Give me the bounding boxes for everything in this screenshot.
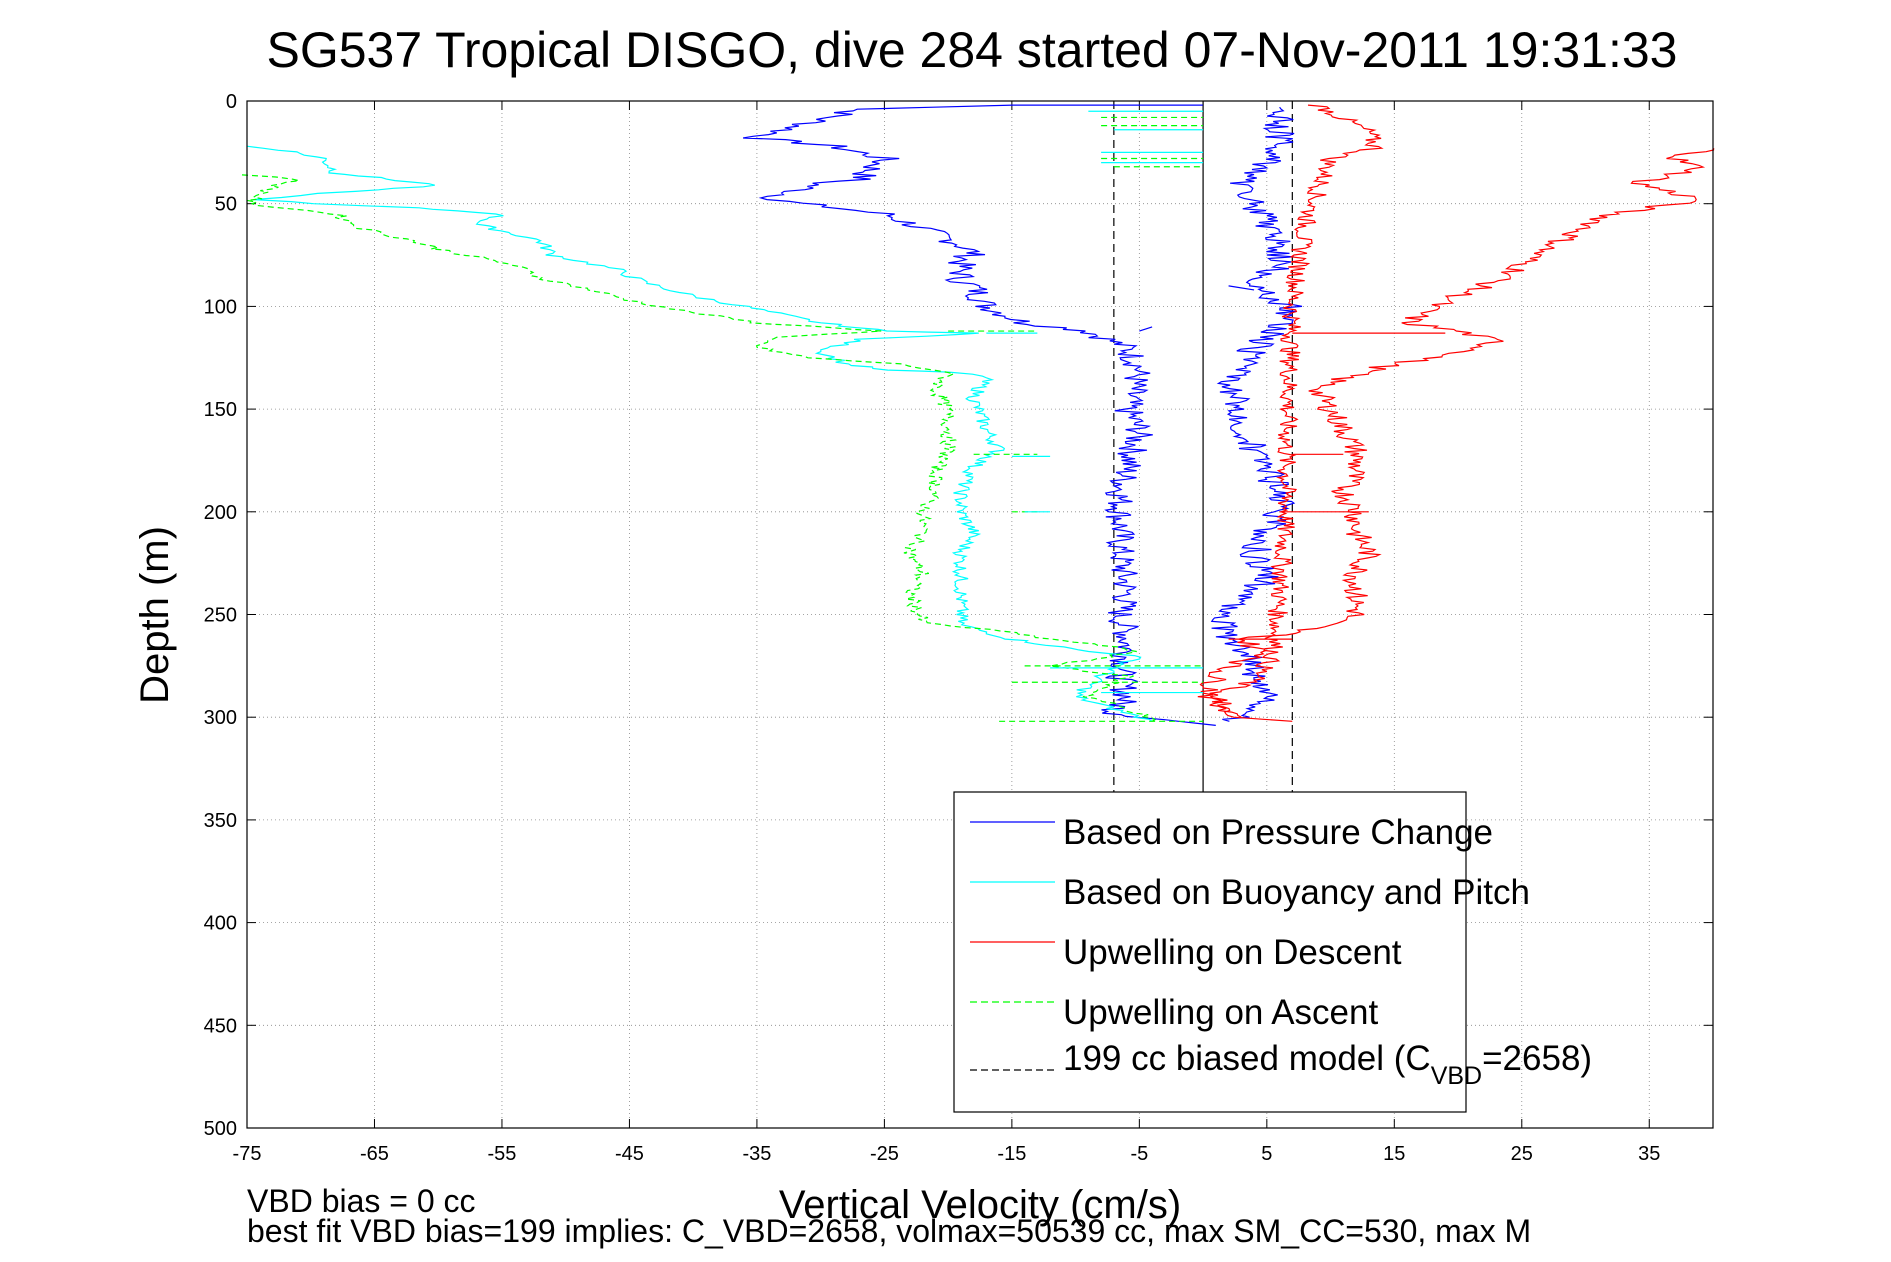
y-tick-label: 50 [215,194,237,216]
y-axis-label: Depth (m) [133,526,177,704]
legend-model-label-pre: 199 cc biased model (C [1063,1039,1431,1078]
x-tick-label: -35 [742,1143,771,1165]
series-line-3 [1209,104,1384,722]
series-line-5 [241,174,1157,722]
legend-item-descent: Upwelling on Descent [1063,933,1402,972]
y-tick-label: 450 [204,1015,237,1037]
x-tick-label: -65 [360,1143,389,1165]
x-tick-label: -25 [870,1143,899,1165]
x-tick-label: -5 [1130,1143,1148,1165]
y-tick-label: 300 [204,707,237,729]
series-line-1 [1210,106,1303,722]
legend-model-label-sub: VBD [1431,1062,1482,1090]
y-tick-labels: 0 50 100 150 200 250 300 350 400 450 500 [204,91,237,1140]
series-line-2 [246,145,1153,722]
legend-item-buoyancy: Based on Buoyancy and Pitch [1063,873,1530,912]
legend-item-ascent: Upwelling on Ascent [1063,993,1378,1032]
y-tick-label: 150 [204,399,237,421]
footer-line-2: best fit VBD bias=199 implies: C_VBD=265… [247,1213,1531,1249]
spike-segment [1228,285,1255,291]
y-tick-label: 350 [204,810,237,832]
footer-line-1: VBD bias = 0 cc [247,1183,476,1219]
legend-item-model: 199 cc biased model (CVBD=2658) [1063,1039,1592,1090]
x-tick-label: 25 [1511,1143,1533,1165]
series-line-0 [742,104,1216,726]
y-tick-label: 200 [204,502,237,524]
legend-box [953,791,1467,1113]
x-tick-label: 15 [1383,1143,1405,1165]
x-tick-labels: -75 -65 -55 -45 -35 -25 -15 -5 5 15 25 35 [233,1143,1661,1165]
x-axis-label: Vertical Velocity (cm/s) [779,1183,1181,1227]
x-tick-label: 5 [1261,1143,1272,1165]
x-tick-label: -45 [615,1143,644,1165]
series-line-4 [1197,148,1715,718]
legend: Based on Pressure Change Based on Buoyan… [953,791,1592,1113]
y-tick-label: 100 [204,296,237,318]
x-tick-label: -15 [997,1143,1026,1165]
chart-title: SG537 Tropical DISGO, dive 284 started 0… [267,22,1678,78]
plot-frame [246,100,1714,1129]
legend-model-label-post: =2658) [1482,1039,1592,1078]
legend-item-pressure: Based on Pressure Change [1063,813,1493,852]
y-tick-label: 400 [204,913,237,935]
x-tick-label: -75 [233,1143,262,1165]
y-tick-label: 0 [226,91,237,113]
series-lines [241,101,1715,800]
y-tick-label: 500 [204,1118,237,1140]
x-tick-label: 35 [1638,1143,1660,1165]
spike-segment [1139,326,1153,332]
x-tick-label: -55 [488,1143,517,1165]
y-tick-label: 250 [204,605,237,627]
